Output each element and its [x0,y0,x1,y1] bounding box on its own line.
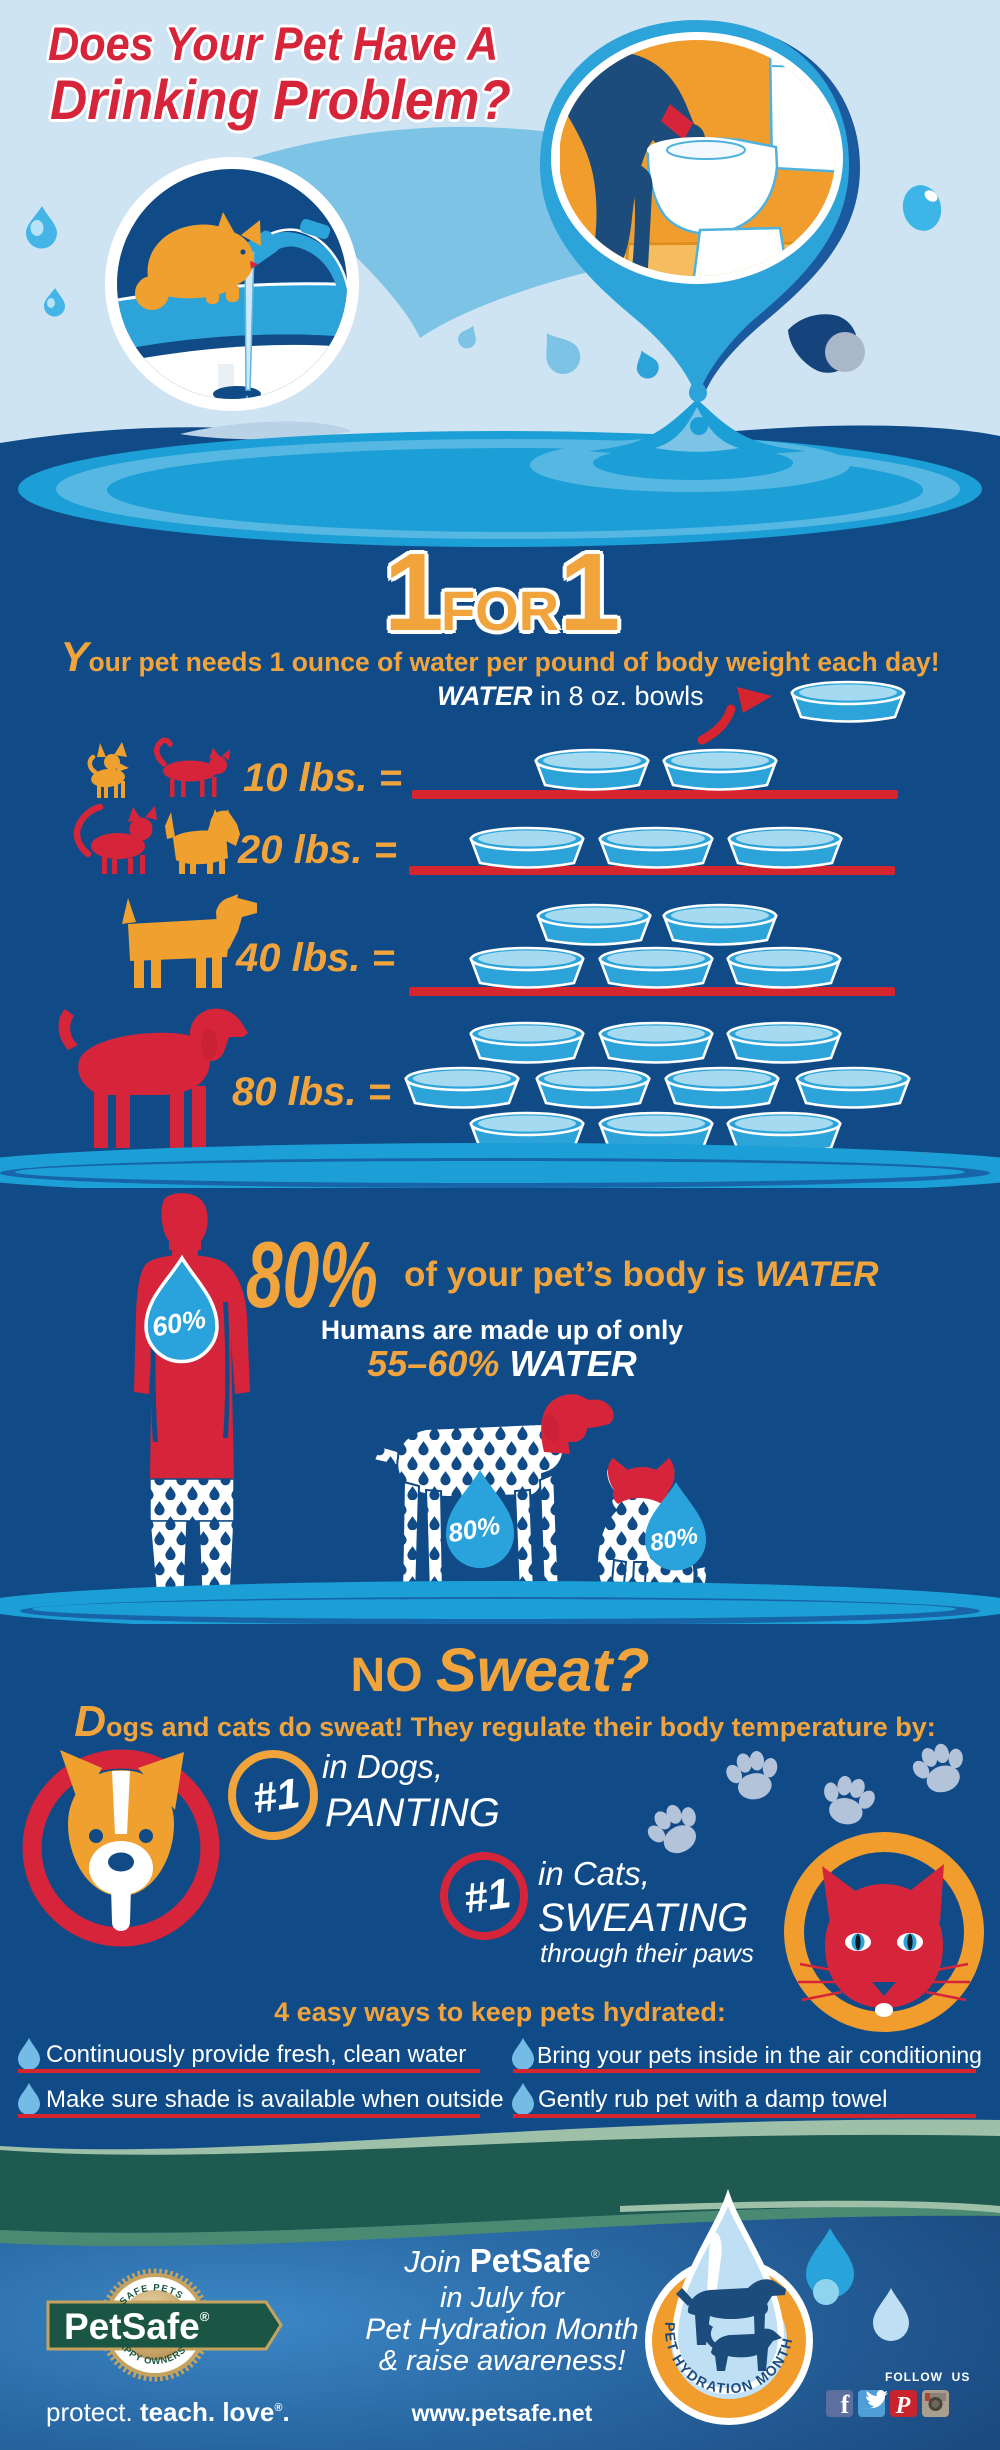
svg-text:f: f [841,2390,850,2419]
svg-text:P: P [895,2393,911,2419]
